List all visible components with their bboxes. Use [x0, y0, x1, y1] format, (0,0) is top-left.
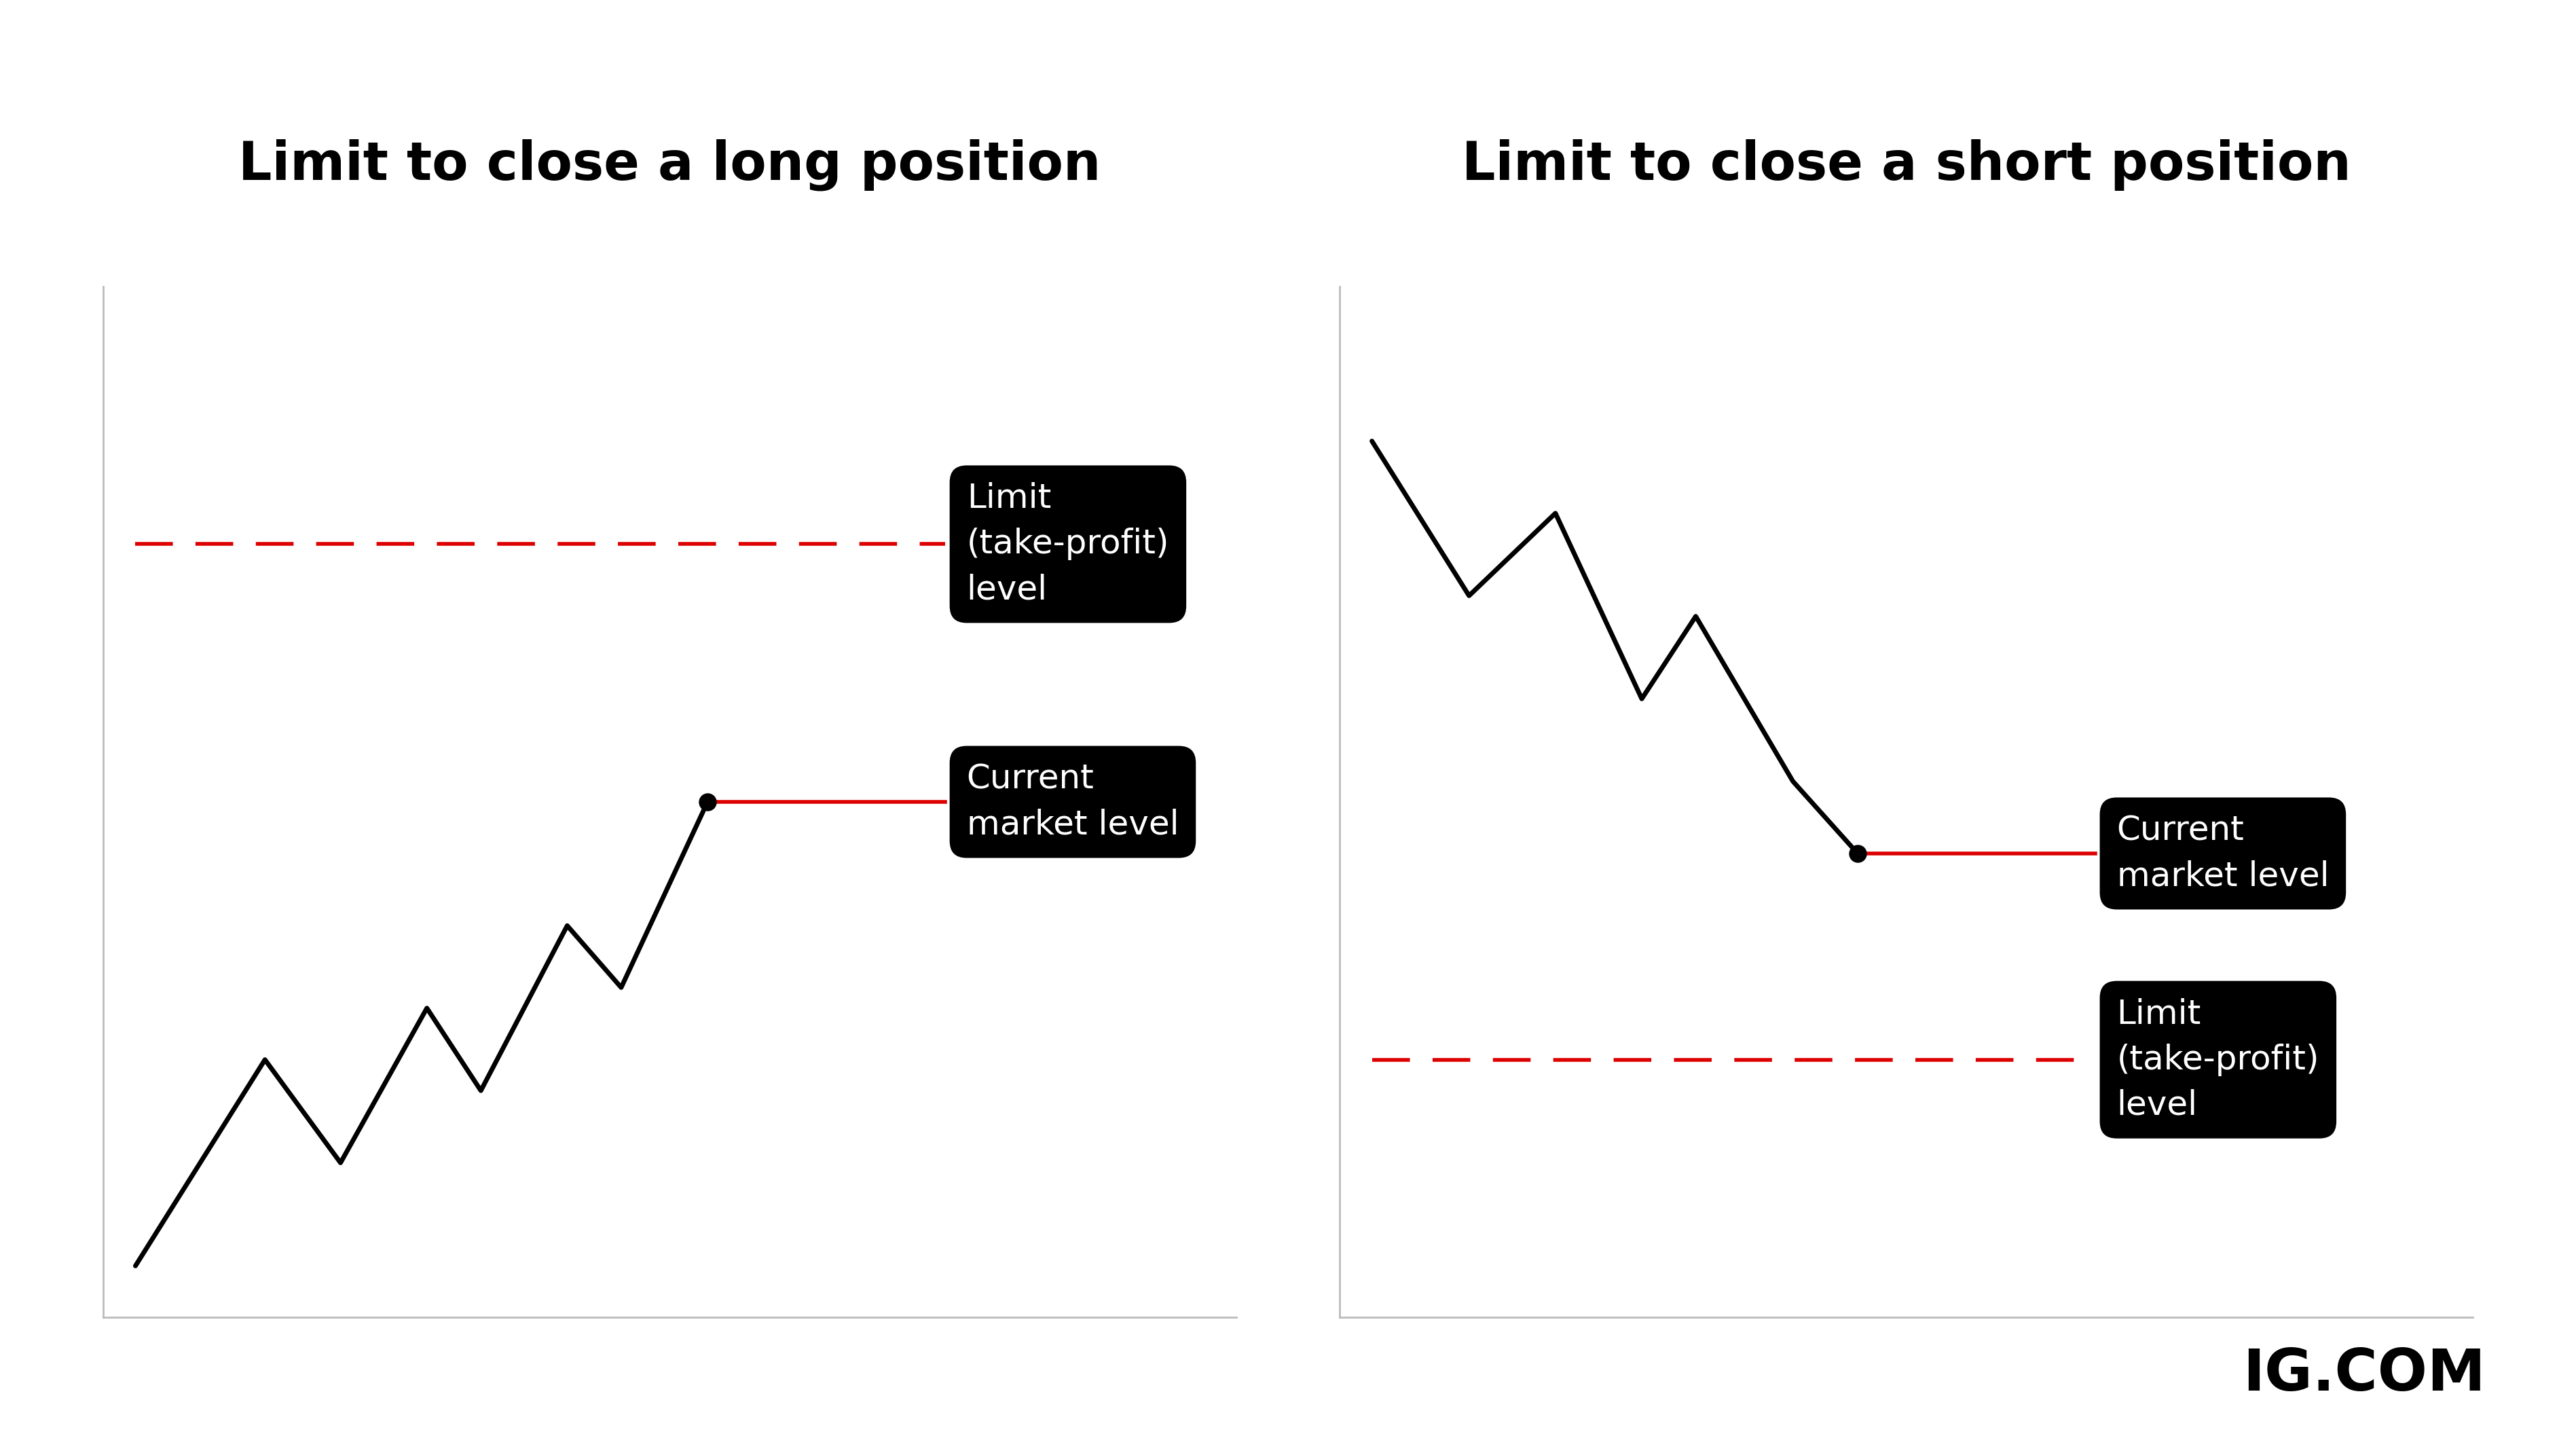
Text: Limit to close a long position: Limit to close a long position [240, 139, 1100, 190]
Text: IG.COM: IG.COM [2244, 1346, 2486, 1403]
Text: Current
market level: Current market level [2117, 815, 2329, 892]
Text: Limit
(take-profit)
level: Limit (take-profit) level [966, 483, 1170, 606]
Text: Limit to close a short position: Limit to close a short position [1461, 139, 2352, 190]
Text: Limit
(take-profit)
level: Limit (take-profit) level [2117, 998, 2318, 1121]
Text: Current
market level: Current market level [966, 763, 1180, 841]
